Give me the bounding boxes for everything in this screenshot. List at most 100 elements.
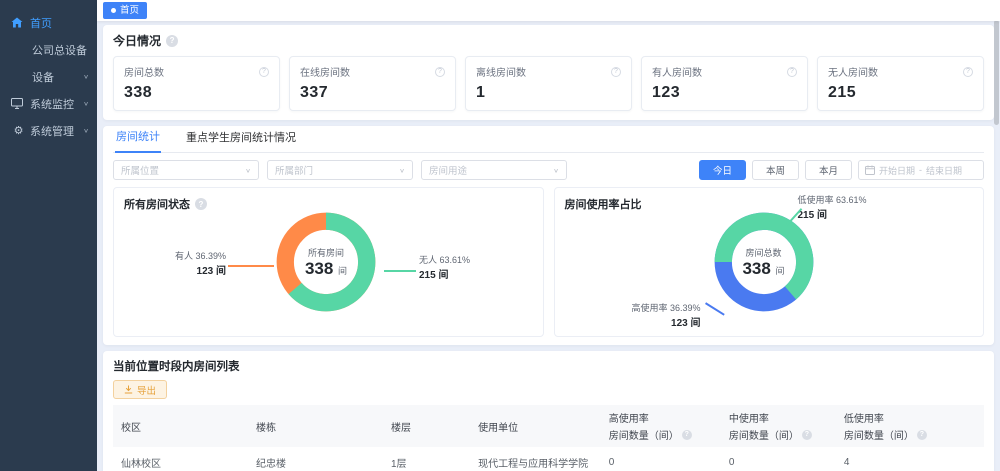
stat-value: 123: [652, 84, 681, 101]
sidebar: 首页 公司总设备 设备 ∨ 系统监控 ∨ ⚙ 系统管理 ∨: [0, 0, 97, 471]
donut-center: 房间总数 338 间: [742, 247, 785, 278]
info-icon[interactable]: ?: [611, 66, 621, 77]
col-using-unit: 使用单位: [470, 405, 601, 447]
donut-center: 所有房间 338 间: [304, 247, 348, 278]
chevron-down-icon: ∨: [245, 166, 251, 174]
today-button[interactable]: 今日: [698, 160, 746, 180]
info-icon[interactable]: ?: [435, 66, 445, 77]
today-panel: 今日情况 ? 房间总数? 338 在线房间数? 337 离线房间数? 1: [103, 25, 994, 120]
table-panel: 当前位置时段内房间列表 导出 校区 楼栋 楼层: [103, 351, 994, 471]
room-usage-select[interactable]: 房间用途 ∨: [421, 160, 567, 180]
month-button[interactable]: 本月: [804, 160, 852, 180]
week-button[interactable]: 本周: [751, 160, 799, 180]
pie-label-empty: 无人 63.61% 215 间: [419, 255, 471, 281]
range-buttons: 今日 本周 本月 开始日期 - 结束日期: [698, 160, 984, 180]
date-separator: -: [919, 165, 923, 175]
stat-card-empty-rooms: 无人房间数? 215: [817, 56, 984, 111]
pie-label-occupied: 有人 36.39% 123 间: [174, 251, 226, 277]
chevron-down-icon: ∨: [83, 73, 89, 80]
table-title: 当前位置时段内房间列表: [113, 361, 240, 373]
sidebar-item-label: 首页: [30, 17, 52, 30]
stat-label: 离线房间数: [476, 68, 526, 79]
stat-value: 337: [300, 84, 329, 101]
donut-chart: 房间总数 338 间: [708, 206, 820, 318]
tab-room-stats[interactable]: 房间统计: [115, 128, 161, 153]
stats-panel: 房间统计 重点学生房间统计情况 所属位置 ∨ 所属部门 ∨ 房间用途 ∨: [103, 126, 994, 345]
end-date-placeholder: 结束日期: [926, 165, 963, 176]
stat-value: 215: [828, 84, 857, 101]
col-building: 楼栋: [248, 405, 383, 447]
question-icon[interactable]: ?: [681, 429, 692, 440]
stat-label: 无人房间数: [828, 68, 878, 79]
sidebar-item-home[interactable]: 首页: [0, 9, 97, 36]
col-high-usage: 高使用率 房间数量（间）?: [600, 405, 721, 447]
chart-usage-rate: 房间使用率占比 房间总数 338 间: [553, 187, 984, 337]
scrollbar[interactable]: [993, 0, 1000, 471]
dot-icon: [111, 8, 116, 13]
select-placeholder: 所属位置: [121, 166, 160, 177]
pie-label-high-usage: 高使用率 36.39% 123 间: [631, 303, 701, 329]
select-placeholder: 所属部门: [275, 166, 314, 177]
stat-card-total-rooms: 房间总数? 338: [113, 56, 280, 111]
stat-cards: 房间总数? 338 在线房间数? 337 离线房间数? 1 有人房间数? 123: [113, 56, 984, 111]
sidebar-item-system-monitor[interactable]: 系统监控 ∨: [0, 90, 97, 117]
info-icon[interactable]: ?: [963, 66, 973, 77]
department-select[interactable]: 所属部门 ∨: [267, 160, 413, 180]
stat-card-offline-rooms: 离线房间数? 1: [465, 56, 632, 111]
table-header-row: 校区 楼栋 楼层 使用单位 高使用率 房间数量（间）? 中使用率 房间数量（间）…: [113, 405, 984, 447]
sidebar-item-label: 公司总设备: [32, 44, 87, 57]
tag-home[interactable]: 首页: [103, 1, 148, 20]
stat-value: 1: [476, 84, 486, 101]
tabs: 房间统计 重点学生房间统计情况: [113, 126, 984, 153]
tab-key-students[interactable]: 重点学生房间统计情况: [186, 132, 296, 144]
chevron-down-icon: ∨: [83, 100, 89, 107]
pie-label-low-usage: 低使用率 63.61% 215 间: [797, 195, 867, 221]
download-icon: [124, 385, 133, 394]
chevron-down-icon: ∨: [83, 127, 89, 134]
info-icon[interactable]: ?: [787, 66, 797, 77]
chart-room-status: 所有房间状态 ? 所有房间 338 间: [113, 187, 544, 337]
chart-title: 所有房间状态: [124, 199, 190, 211]
charts-row: 所有房间状态 ? 所有房间 338 间: [113, 187, 984, 337]
sidebar-item-devices[interactable]: 设备 ∨: [0, 63, 97, 90]
question-icon[interactable]: ?: [801, 429, 812, 440]
col-floor: 楼层: [383, 405, 471, 447]
question-icon[interactable]: ?: [195, 198, 207, 210]
home-icon: [11, 17, 26, 28]
content: 今日情况 ? 房间总数? 338 在线房间数? 337 离线房间数? 1: [97, 21, 1000, 471]
stat-label: 在线房间数: [300, 68, 350, 79]
chevron-down-icon: ∨: [399, 166, 405, 174]
chart-title: 房间使用率占比: [564, 199, 642, 211]
question-icon[interactable]: ?: [166, 34, 179, 47]
start-date-placeholder: 开始日期: [879, 165, 916, 176]
question-icon[interactable]: ?: [916, 429, 927, 440]
tag-label: 首页: [120, 4, 140, 16]
stat-label: 房间总数: [124, 68, 164, 79]
donut-chart: 所有房间 338 间: [270, 206, 382, 318]
stat-label: 有人房间数: [652, 68, 702, 79]
sidebar-item-label: 设备: [32, 71, 54, 84]
scrollbar-thumb[interactable]: [994, 20, 999, 125]
col-low-usage: 低使用率 房间数量（间）?: [835, 405, 984, 447]
col-campus: 校区: [113, 405, 248, 447]
select-placeholder: 房间用途: [429, 166, 468, 177]
stat-card-occupied-rooms: 有人房间数? 123: [641, 56, 808, 111]
filter-bar: 所属位置 ∨ 所属部门 ∨ 房间用途 ∨ 今日 本周 本月: [113, 160, 984, 180]
leader-line: [384, 270, 416, 272]
stat-value: 338: [124, 84, 153, 101]
sidebar-item-company-devices[interactable]: 公司总设备: [0, 36, 97, 63]
leader-line: [228, 265, 274, 267]
info-icon[interactable]: ?: [259, 66, 269, 77]
sidebar-item-system-admin[interactable]: ⚙ 系统管理 ∨: [0, 117, 97, 144]
date-range-picker[interactable]: 开始日期 - 结束日期: [858, 160, 984, 180]
export-button[interactable]: 导出: [113, 380, 168, 399]
sidebar-item-label: 系统管理: [30, 125, 74, 138]
location-select[interactable]: 所属位置 ∨: [113, 160, 259, 180]
chevron-down-icon: ∨: [553, 166, 559, 174]
col-mid-usage: 中使用率 房间数量（间）?: [720, 405, 836, 447]
tags-bar: 首页: [97, 0, 1000, 21]
monitor-icon: [11, 98, 26, 109]
gear-icon: ⚙: [13, 125, 24, 137]
